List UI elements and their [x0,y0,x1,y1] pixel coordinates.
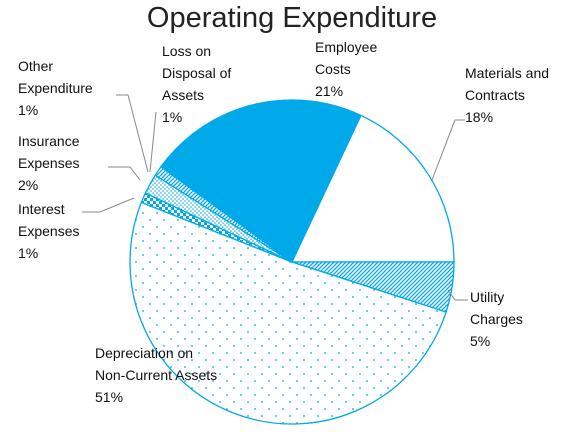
leader-line [149,111,157,173]
value-label: 5% [470,333,491,349]
value-label: 21% [315,83,344,99]
slice-label: Insurance Expenses 2% [18,130,113,196]
slice-label: Loss on Disposal of Assets 1% [162,40,254,128]
category-label: Depreciation on Non-Current Assets [95,345,218,383]
value-label: 18% [465,109,494,125]
category-label: Loss on Disposal of Assets [162,43,232,103]
leader-line [82,197,135,213]
leader-line [431,119,465,181]
category-label: Materials and Contracts [465,65,550,103]
pie-slice [160,157,293,263]
pie-slice [129,201,447,425]
pie-slice [290,114,455,263]
pie-slice [166,99,362,264]
value-label: 51% [95,389,124,405]
value-label: 1% [18,245,39,261]
value-label: 1% [162,109,183,125]
category-label: Employee Costs [315,39,378,77]
value-label: 1% [18,102,39,118]
slice-label: Utility Charges 5% [470,286,532,352]
leader-lines [82,94,468,301]
leader-line [108,166,141,181]
slice-label: Depreciation on Non-Current Assets 51% [95,342,220,408]
chart-title: Operating Expenditure [146,2,438,34]
slice-label: Employee Costs 21% [315,36,395,102]
category-label: Insurance Expenses [18,133,80,171]
value-label: 2% [18,177,39,193]
slice-label: Interest Expenses 1% [18,198,98,264]
category-label: Utility Charges [470,289,523,327]
category-label: Interest Expenses [18,201,80,239]
slice-label: Materials and Contracts 18% [465,62,580,128]
leader-line [447,289,468,301]
category-label: Other Expenditure [18,58,93,96]
leader-line [116,94,149,173]
slice-label: Other Expenditure 1% [18,55,118,121]
